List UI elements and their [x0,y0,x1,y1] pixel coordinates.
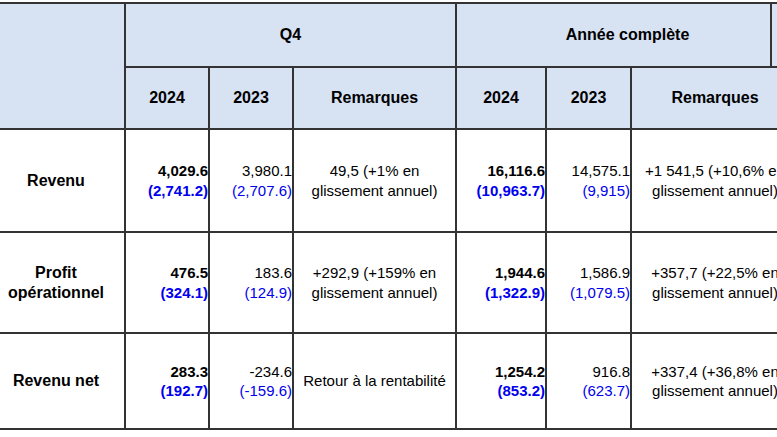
subheader-fy-remarks: Remarques [631,67,777,129]
value-main: 476.5 [126,263,208,283]
value-sub: (853.2) [457,381,545,401]
cell-opprofit-fy-2023: 1,586.9 (1,079.5) [546,232,631,333]
table-row-revenue: Revenu 4,029.6 (2,741.2) 3,980.1 (2,707.… [0,129,777,232]
header-group-divider [770,3,772,67]
cell-netincome-q4-remarks: Retour à la rentabilité [293,333,456,429]
cell-revenue-q4-2024: 4,029.6 (2,741.2) [125,129,209,232]
value-main: 1,254.2 [457,362,545,382]
value-main: 183.6 [210,263,292,283]
value-main: 1,586.9 [547,263,630,283]
cell-revenue-fy-2024: 16,116.6 (10,963.7) [456,129,546,232]
value-sub: (10,963.7) [457,181,545,201]
row-label-operating-profit: Profit opérationnel [0,232,125,333]
value-main: 14,575.1 [547,161,630,181]
value-main: 283.3 [126,362,208,382]
cell-revenue-q4-remarks: 49,5 (+1% en glissement annuel) [293,129,456,232]
cell-netincome-q4-2024: 283.3 (192.7) [125,333,209,429]
value-sub: (192.7) [126,381,208,401]
financial-results-table-screen: Q4 Année complète 2024 2023 Remarques 20… [0,0,777,437]
cell-opprofit-fy-2024: 1,944.6 (1,322.9) [456,232,546,333]
cell-revenue-q4-2023: 3,980.1 (2,707.6) [209,129,293,232]
value-sub: (2,707.6) [210,181,292,201]
header-group-row: Q4 Année complète [0,3,777,67]
cell-opprofit-q4-2024: 476.5 (324.1) [125,232,209,333]
value-sub: (1,079.5) [547,283,630,303]
value-sub: (124.9) [210,283,292,303]
cell-netincome-fy-2024: 1,254.2 (853.2) [456,333,546,429]
row-label-net-income: Revenu net [0,333,125,429]
value-main: -234.6 [210,362,292,382]
value-main: 16,116.6 [457,161,545,181]
subheader-q4-2024: 2024 [125,67,209,129]
table-row-operating-profit: Profit opérationnel 476.5 (324.1) 183.6 … [0,232,777,333]
cell-opprofit-q4-2023: 183.6 (124.9) [209,232,293,333]
value-sub: (623.7) [547,381,630,401]
row-label-revenue: Revenu [0,129,125,232]
cell-netincome-fy-2023: 916.8 (623.7) [546,333,631,429]
cell-revenue-fy-2023: 14,575.1 (9,915) [546,129,631,232]
group-header-full-year: Année complète [456,3,777,67]
cell-netincome-fy-remarks: +337,4 (+36,8% en glissement annuel) [631,333,777,429]
value-sub: (9,915) [547,181,630,201]
cell-opprofit-fy-remarks: +357,7 (+22,5% en glissement annuel) [631,232,777,333]
subheader-q4-2023: 2023 [209,67,293,129]
value-sub: (324.1) [126,283,208,303]
financial-results-table: Q4 Année complète 2024 2023 Remarques 20… [0,2,777,430]
value-main: 3,980.1 [210,161,292,181]
subheader-fy-2024: 2024 [456,67,546,129]
cell-opprofit-q4-remarks: +292,9 (+159% en glissement annuel) [293,232,456,333]
value-sub: (1,322.9) [457,283,545,303]
cell-netincome-q4-2023: -234.6 (-159.6) [209,333,293,429]
cell-revenue-fy-remarks: +1 541,5 (+10,6% en glissement annuel) [631,129,777,232]
value-main: 4,029.6 [126,161,208,181]
value-sub: (-159.6) [210,381,292,401]
table-row-net-income: Revenu net 283.3 (192.7) -234.6 (-159.6)… [0,333,777,429]
value-sub: (2,741.2) [126,181,208,201]
corner-cell [0,3,125,129]
value-main: 1,944.6 [457,263,545,283]
group-header-q4: Q4 [125,3,456,67]
subheader-q4-remarks: Remarques [293,67,456,129]
subheader-fy-2023: 2023 [546,67,631,129]
value-main: 916.8 [547,362,630,382]
